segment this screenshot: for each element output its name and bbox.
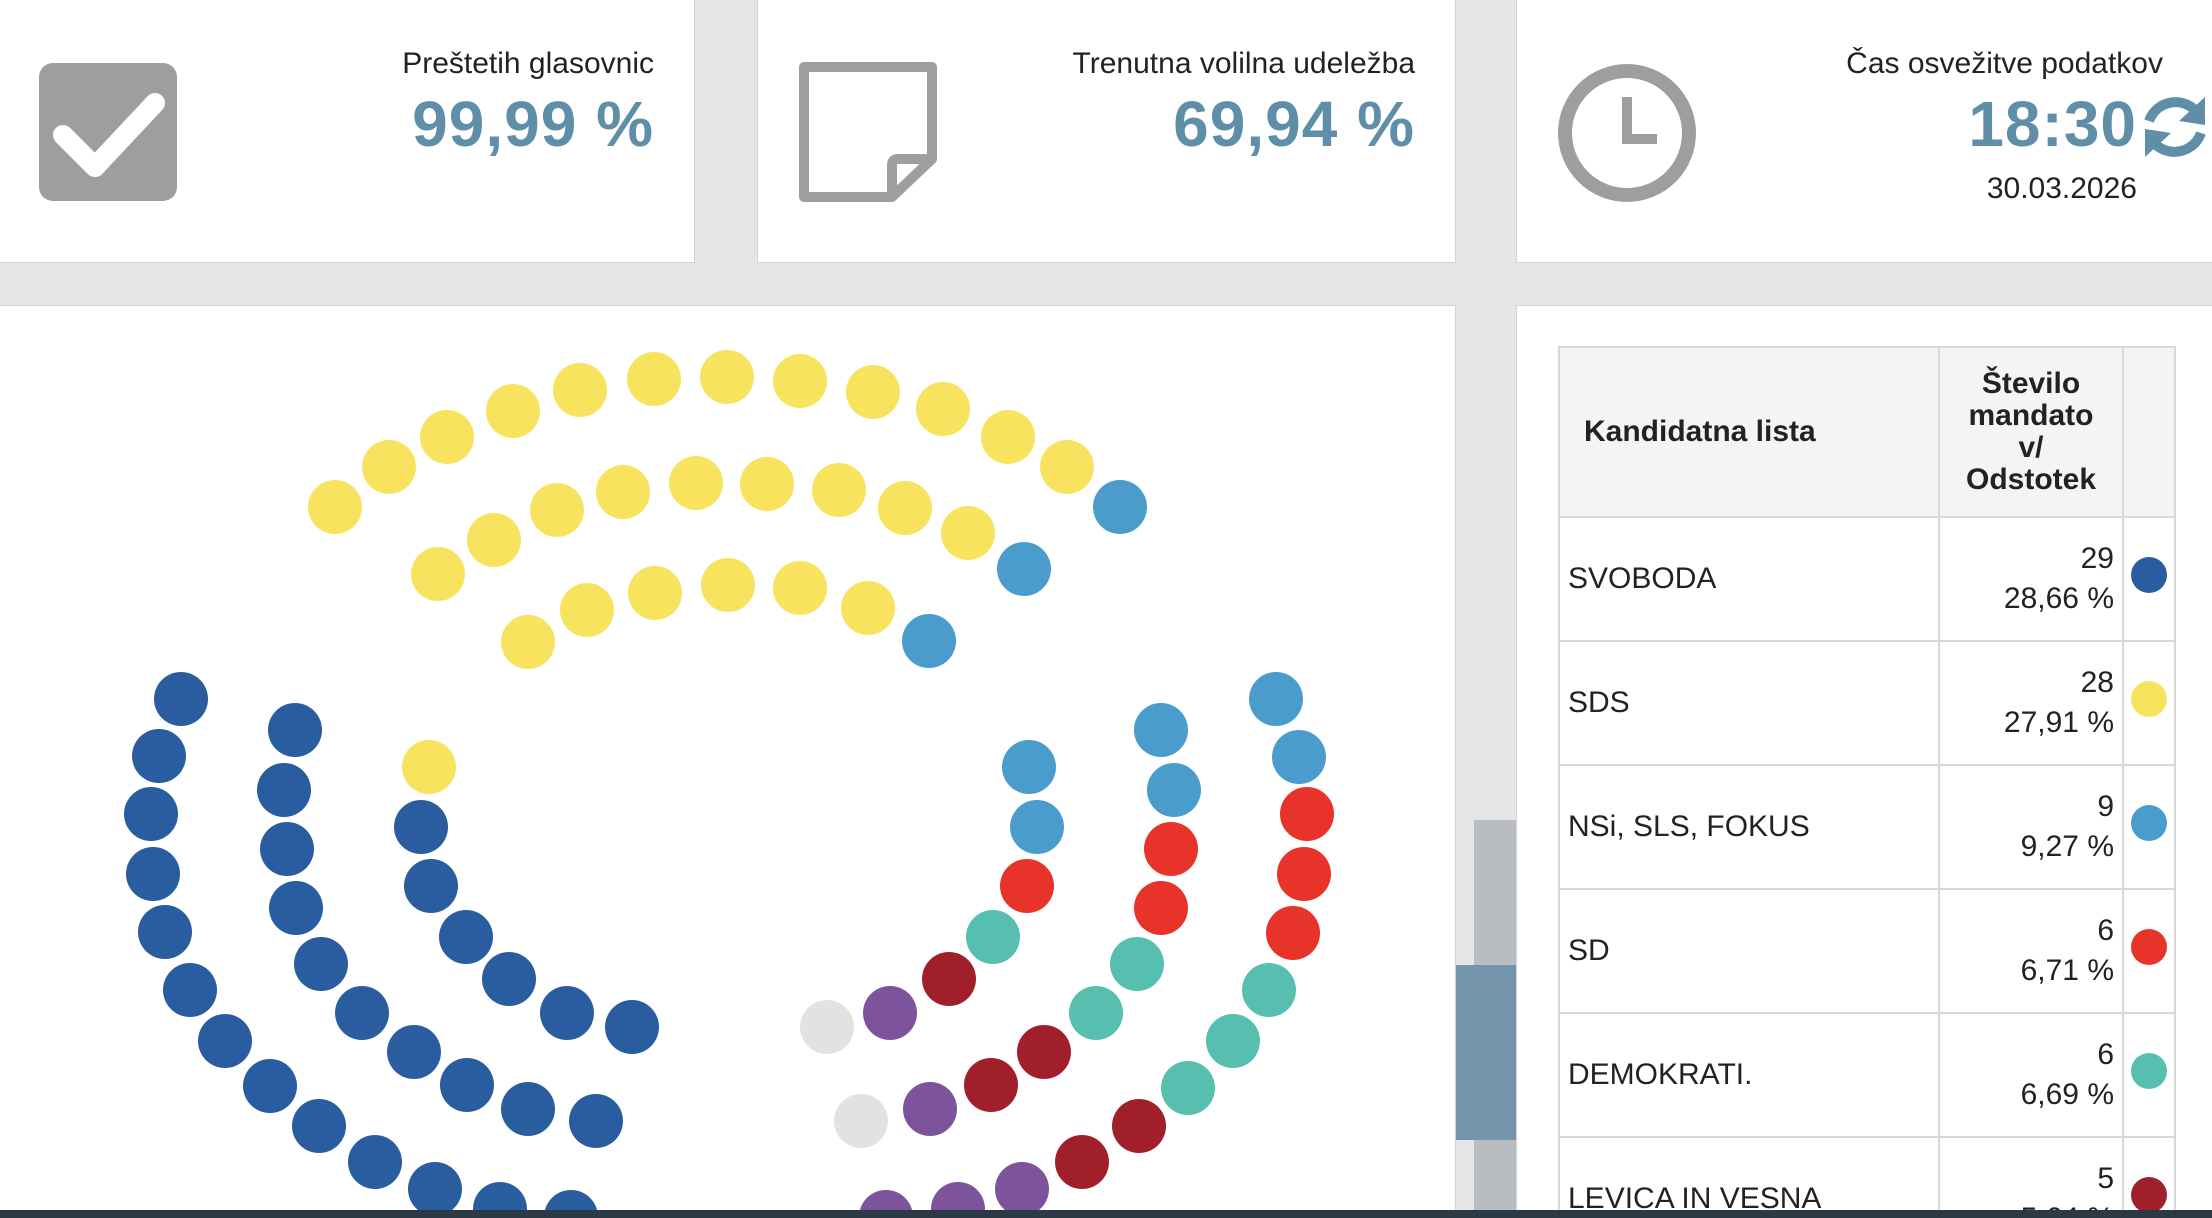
party-percent: 6,69 %: [2020, 1078, 2114, 1111]
party-color-dot: [2131, 1177, 2167, 1213]
stat-card-counted: Preštetih glasovnic 99,99 %: [0, 0, 695, 263]
header-seats-percent[interactable]: Število mandato v/ Odstotek: [1938, 346, 2124, 518]
party-name: SVOBODA: [1558, 516, 1940, 642]
party-seats: 29: [2080, 542, 2114, 575]
header-seats-line2: mandato: [1968, 399, 2094, 432]
party-name: DEMOKRATI.: [1558, 1012, 1940, 1138]
party-color-dot: [2131, 805, 2167, 841]
parliament-chart-card: [0, 305, 1456, 1218]
party-name: NSi, SLS, FOKUS: [1558, 764, 1940, 890]
stat-label-turnout: Trenutna volilna udeležba: [1072, 47, 1415, 80]
table-row[interactable]: SD 6 6,71 %: [1558, 888, 2176, 1014]
clock-icon: [1558, 64, 1696, 202]
party-seats: 6: [2097, 914, 2114, 947]
party-seats: 5: [2097, 1162, 2114, 1195]
party-seats-percent: 29 28,66 %: [1938, 516, 2124, 642]
party-percent: 27,91 %: [2003, 706, 2114, 739]
bottom-bar: [0, 1210, 2212, 1218]
seats-svoboda: [124, 672, 659, 1218]
parliament-seat-chart: [124, 350, 1334, 1218]
party-color-dot: [2131, 1053, 2167, 1089]
table-row[interactable]: SDS 28 27,91 %: [1558, 640, 2176, 766]
checkbox-check-icon: [39, 63, 177, 201]
header-seats-line4: Odstotek: [1965, 463, 2097, 496]
header-seats-line3: v/: [2018, 431, 2044, 464]
header-color: [2122, 346, 2176, 518]
seats-nsi: [902, 480, 1326, 854]
stat-card-refresh: Čas osvežitve podatkov 18:30 30.03.2026: [1516, 0, 2212, 263]
scroll-overlay-inner: [1456, 965, 1516, 1140]
stat-value-refresh-time: 18:30: [1968, 88, 2137, 160]
seats-sd: [1000, 787, 1334, 960]
table-row[interactable]: NSi, SLS, FOKUS 9 9,27 %: [1558, 764, 2176, 890]
party-seats-percent: 6 6,69 %: [1938, 1012, 2124, 1138]
party-color-cell: [2122, 640, 2176, 766]
party-seats-percent: 9 9,27 %: [1938, 764, 2124, 890]
party-seats: 28: [2080, 666, 2114, 699]
seats-unassigned: [800, 1000, 888, 1148]
stat-card-turnout: Trenutna volilna udeležba 69,94 %: [757, 0, 1456, 263]
party-name: SD: [1558, 888, 1940, 1014]
party-seats-percent: 28 27,91 %: [1938, 640, 2124, 766]
stat-value-counted: 99,99 %: [412, 88, 654, 160]
party-percent: 6,71 %: [2020, 954, 2114, 987]
party-color-dot: [2131, 557, 2167, 593]
seats-purple: [859, 986, 1049, 1218]
seats-sds: [308, 350, 1094, 794]
refresh-icon[interactable]: [2139, 91, 2211, 163]
party-name: LEVICA IN VESNA: [1558, 1136, 1940, 1218]
stat-value-refresh-date: 30.03.2026: [1986, 172, 2137, 205]
party-name: SDS: [1558, 640, 1940, 766]
party-color-cell: [2122, 1012, 2176, 1138]
party-percent: 28,66 %: [2003, 582, 2114, 615]
party-color-dot: [2131, 681, 2167, 717]
party-color-dot: [2131, 929, 2167, 965]
seats-demokrati: [966, 910, 1296, 1115]
party-color-cell: [2122, 888, 2176, 1014]
party-seats-percent: 6 6,71 %: [1938, 888, 2124, 1014]
party-color-cell: [2122, 1136, 2176, 1218]
party-seats: 6: [2097, 1038, 2114, 1071]
stat-label-counted: Preštetih glasovnic: [402, 47, 654, 80]
seats-levica: [922, 952, 1166, 1189]
party-percent: 9,27 %: [2020, 830, 2114, 863]
party-color-cell: [2122, 516, 2176, 642]
table-row[interactable]: SVOBODA 29 28,66 %: [1558, 516, 2176, 642]
header-candidate-list[interactable]: Kandidatna lista: [1558, 346, 1940, 518]
results-table: Kandidatna lista Število mandato v/ Odst…: [1558, 346, 2176, 1218]
header-seats-line1: Število: [1981, 367, 2081, 400]
party-seats: 9: [2097, 790, 2114, 823]
table-header-row: Kandidatna lista Število mandato v/ Odst…: [1558, 346, 2176, 518]
table-row[interactable]: LEVICA IN VESNA 55,64 %: [1558, 1136, 2176, 1218]
stat-value-turnout: 69,94 %: [1173, 88, 1415, 160]
party-color-cell: [2122, 764, 2176, 890]
stat-label-refresh: Čas osvežitve podatkov: [1846, 47, 2163, 80]
party-seats-percent: 55,64 %: [1938, 1136, 2124, 1218]
note-page-icon: [799, 62, 937, 202]
table-row[interactable]: DEMOKRATI. 6 6,69 %: [1558, 1012, 2176, 1138]
